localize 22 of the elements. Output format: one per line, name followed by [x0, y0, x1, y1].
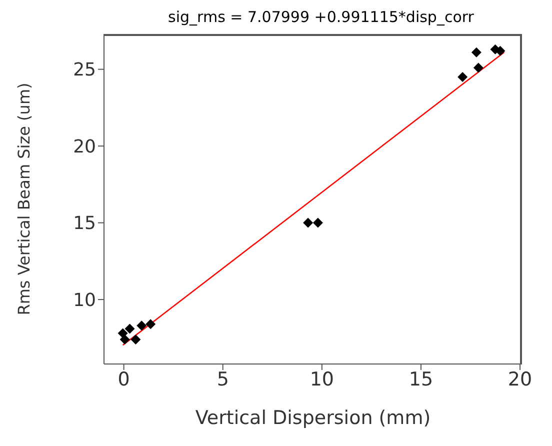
- x-tick-label: 0: [118, 368, 130, 390]
- y-tick-label: 20: [73, 136, 96, 158]
- y-tick-label: 10: [73, 290, 96, 311]
- point: [473, 62, 484, 73]
- point: [130, 334, 141, 344]
- point: [303, 218, 314, 228]
- x-tick-label: 15: [408, 368, 434, 390]
- point: [471, 47, 482, 58]
- x-tick-label: 10: [310, 368, 334, 390]
- point: [146, 319, 156, 330]
- y-tick-label: 15: [73, 213, 96, 234]
- x-axis-title: Vertical Dispersion (mm): [195, 407, 431, 429]
- chart-title: sig_rms = 7.07999 +0.991115*disp_corr: [167, 8, 475, 26]
- x-tick-label: 5: [216, 368, 229, 390]
- y-axis-title: Rms Vertical Beam Size (um): [14, 82, 34, 316]
- point: [136, 320, 147, 331]
- point: [312, 218, 323, 228]
- point: [124, 324, 135, 334]
- point: [458, 72, 468, 82]
- x-tick-label: 20: [508, 368, 532, 390]
- point: [120, 334, 130, 344]
- y-tick-label: 25: [73, 60, 96, 81]
